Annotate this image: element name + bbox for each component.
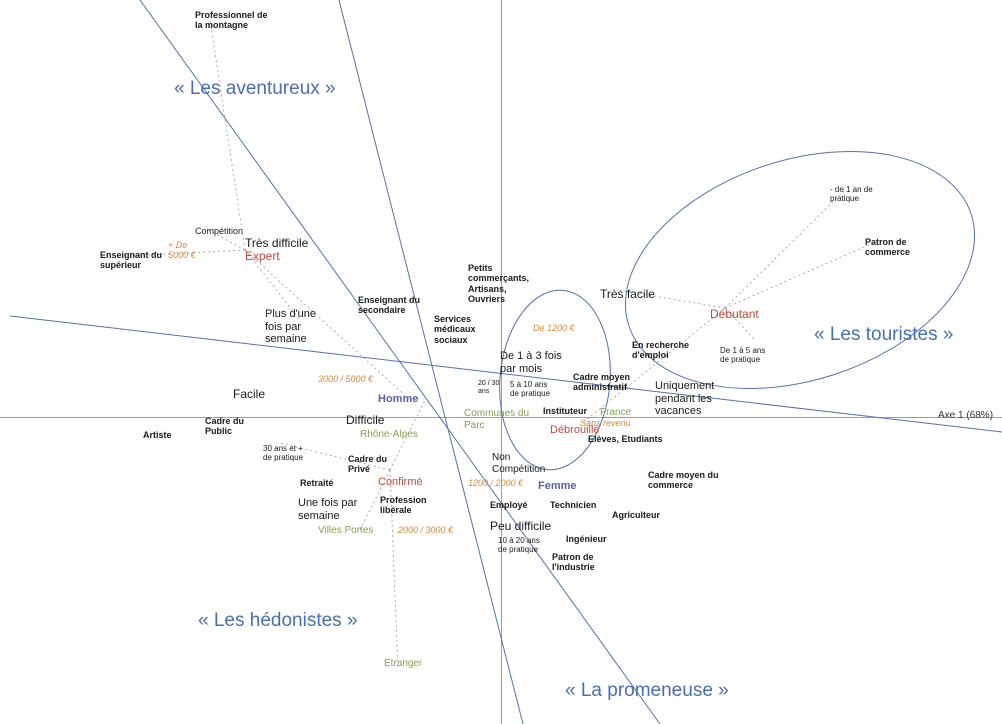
data-point: 30 ans et + de pratique [263, 444, 303, 462]
data-point: Professionnel de la montagne [195, 10, 268, 31]
data-point: Retraité [300, 478, 334, 488]
data-point: Femme [538, 480, 577, 493]
mca-plot: Axe 1 (68%) « Les aventureux » « Les tour… [0, 0, 1002, 724]
data-point: + De 5000 € [168, 240, 196, 261]
data-point: Instituteur [543, 406, 587, 416]
cluster-title: « Les touristes » [814, 324, 953, 346]
data-point: De 1200 € [533, 323, 575, 333]
data-point: Enseignant du secondaire [358, 295, 420, 316]
data-point: Expert [245, 250, 280, 264]
data-point: De 1 à 5 ans de pratique [720, 346, 765, 364]
data-point: Difficile [346, 414, 384, 428]
data-point: Communes du Parc [464, 408, 529, 431]
data-point: Petits commerçants, Artisans, Ouvriers [468, 263, 529, 304]
data-point: Débutant [710, 308, 759, 322]
data-point: Services médicaux sociaux [434, 314, 476, 345]
data-point: Uniquement pendant les vacances [655, 380, 714, 418]
data-point: Cadre moyen du commerce [648, 470, 719, 491]
data-point: Compétition [195, 226, 243, 236]
data-point: Cadre moyen administratif [573, 372, 630, 393]
data-point: Peu difficile [490, 520, 551, 534]
data-point: Profession libérale [380, 495, 427, 516]
data-point: Enseignant du supérieur [100, 250, 162, 271]
data-point: Artiste [143, 430, 172, 440]
data-point: 10 à 20 ans de pratique [498, 536, 540, 554]
data-point: Plus d'une fois par semaine [265, 308, 316, 346]
cluster-title: « Les hédonistes » [198, 610, 358, 632]
data-point: 5 à 10 ans de pratique [510, 380, 550, 398]
data-point: Elèves, Etudiants [588, 434, 663, 444]
data-point: Employé [490, 500, 528, 510]
data-point: Villes Portes [318, 525, 373, 537]
data-point: Non Compétition [492, 452, 545, 475]
cluster-title: « La promeneuse » [565, 680, 729, 702]
data-point: Facile [233, 388, 265, 402]
data-point: Homme [378, 393, 418, 406]
data-point: Ingénieur [566, 534, 607, 544]
data-point: 2000 / 3000 € [398, 525, 453, 535]
data-point: De 1 à 3 fois par mois [500, 350, 562, 375]
data-point: 20 / 30 ans [478, 380, 499, 396]
data-point: Patron de commerce [865, 237, 910, 258]
data-point: - de 1 an de pratique [830, 185, 873, 203]
data-point: France [600, 407, 631, 419]
data-point: Très facile [600, 288, 655, 302]
data-point: Rhône-Alpes [360, 429, 418, 441]
data-point: 1200 / 2000 € [468, 478, 523, 488]
data-point: Cadre du Privé [348, 454, 387, 475]
data-point: Etranger [384, 658, 422, 670]
data-point: Patron de l'industrie [552, 552, 595, 573]
axis-label: Axe 1 (68%) [938, 410, 993, 422]
data-point: Une fois par semaine [298, 497, 357, 522]
cluster-title: « Les aventureux » [174, 78, 336, 100]
data-point: Technicien [550, 500, 596, 510]
data-point: En recherche d'emploi [632, 340, 689, 361]
data-point: Confirmé [378, 476, 423, 489]
data-point: Agriculteur [612, 510, 660, 520]
data-point: Cadre du Public [205, 416, 244, 437]
data-point: 3000 / 5000 € [318, 374, 373, 384]
